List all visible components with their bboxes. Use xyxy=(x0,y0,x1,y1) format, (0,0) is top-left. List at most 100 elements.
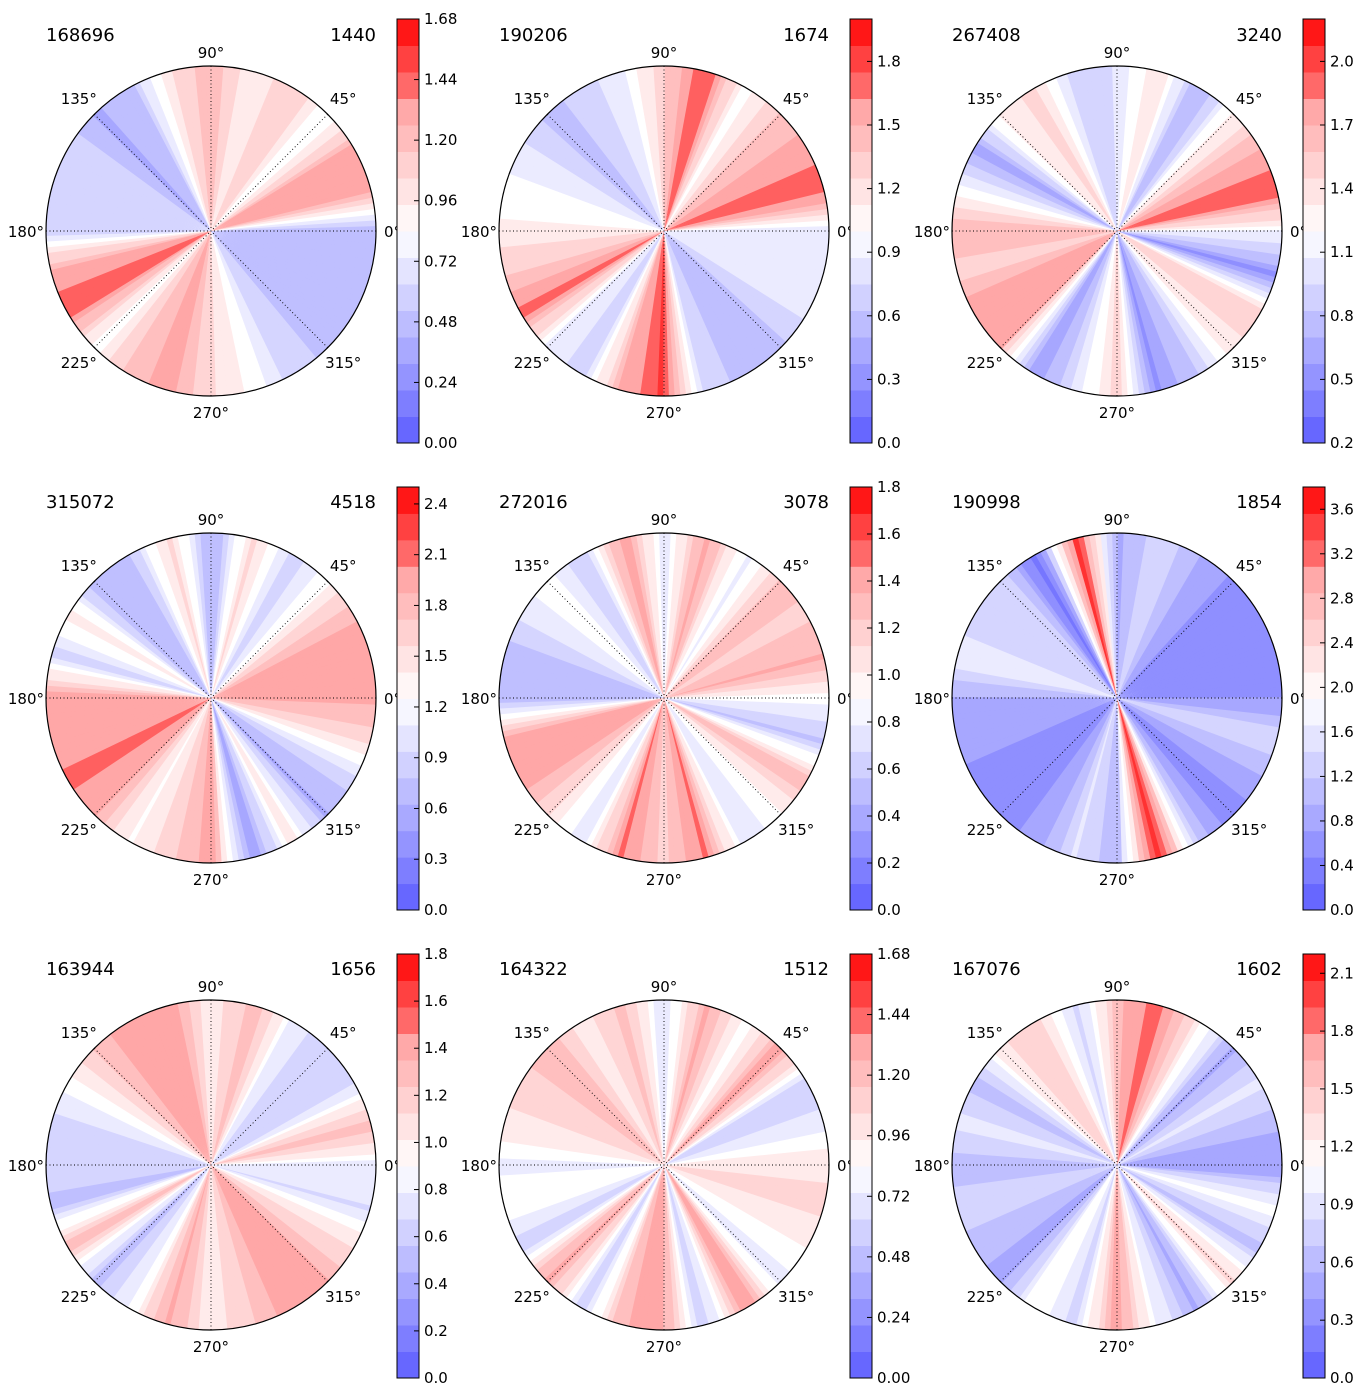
heatmap-wedge xyxy=(664,698,778,829)
colorbar-band xyxy=(850,98,872,126)
heatmap-wedge xyxy=(211,97,321,231)
heatmap-wedge xyxy=(664,557,765,698)
heatmap-wedge xyxy=(957,166,1117,231)
heatmap-wedge xyxy=(1117,1015,1203,1165)
heatmap-wedge xyxy=(499,650,664,698)
heatmap-wedge xyxy=(664,698,827,752)
heatmap-wedge xyxy=(1117,1165,1278,1224)
colorbar-tick-label: 0.24 xyxy=(877,1308,910,1326)
colorbar-tick-label: 1.0 xyxy=(424,1133,448,1151)
heatmap-wedge xyxy=(73,593,211,698)
heatmap-wedge xyxy=(526,1165,664,1270)
heatmap-wedge xyxy=(1016,1024,1117,1165)
heatmap-wedge xyxy=(211,1000,242,1165)
colorbar-band xyxy=(1303,1060,1325,1087)
polar-heatmap xyxy=(499,533,829,863)
angle-tick-label: 90° xyxy=(1104,978,1131,996)
heatmap-wedge xyxy=(1117,231,1282,279)
heatmap-wedge xyxy=(146,231,211,391)
heatmap-wedge xyxy=(664,1000,683,1165)
heatmap-wedge xyxy=(211,543,286,698)
colorbar-band xyxy=(850,592,872,620)
heatmap-wedge xyxy=(664,533,683,698)
heatmap-wedge xyxy=(1117,567,1231,698)
heatmap-wedge xyxy=(157,1165,211,1328)
colorbar-band xyxy=(1303,284,1325,311)
colorbar-band xyxy=(397,566,419,594)
colorbar-tick-label: 1.20 xyxy=(877,1066,910,1084)
heatmap-wedge xyxy=(125,698,211,848)
heatmap-wedge xyxy=(1117,698,1244,817)
angular-gridlines xyxy=(46,533,376,863)
colorbar-tick-label: 0.6 xyxy=(424,1228,448,1246)
angular-gridlines xyxy=(952,1000,1282,1330)
heatmap-wedge xyxy=(210,1000,218,1165)
heatmap-wedge xyxy=(664,697,829,705)
heatmap-wedge xyxy=(664,698,817,779)
colorbar-band xyxy=(1303,1245,1325,1273)
heatmap-wedge xyxy=(1117,231,1258,332)
heatmap-wedge xyxy=(967,698,1117,784)
heatmap-wedge xyxy=(514,1165,664,1251)
heatmap-wedge xyxy=(1117,1034,1231,1165)
heatmap-wedge xyxy=(180,698,211,863)
heatmap-wedge xyxy=(526,698,664,803)
heatmap-wedge xyxy=(211,1000,230,1165)
heatmap-wedge xyxy=(211,533,247,698)
heatmap-wedge xyxy=(1117,71,1182,231)
colorbar-band xyxy=(1303,151,1325,179)
colorbar-band xyxy=(850,883,872,911)
gridline xyxy=(547,114,781,348)
heatmap-wedge xyxy=(58,1084,211,1165)
heatmap-wedge xyxy=(141,698,211,856)
heatmap-wedge xyxy=(504,1100,664,1165)
angle-tick-label: 315° xyxy=(1231,821,1267,839)
heatmap-wedge xyxy=(511,1084,664,1165)
heatmap-wedge xyxy=(46,189,211,231)
heatmap-wedge xyxy=(664,121,798,231)
heatmap-wedge xyxy=(962,156,1117,231)
heatmap-wedge xyxy=(125,1015,211,1165)
heatmap-wedge xyxy=(664,1046,791,1165)
angle-tick-label: 45° xyxy=(330,1024,357,1042)
heatmap-wedge xyxy=(211,597,352,698)
heatmap-wedge xyxy=(990,1046,1117,1165)
heatmap-wedge xyxy=(73,1060,211,1165)
heatmap-wedge xyxy=(664,66,700,231)
heatmap-wedge xyxy=(1117,112,1244,231)
heatmap-wedge xyxy=(599,1165,664,1325)
colorbar-band xyxy=(397,672,419,699)
heatmap-wedge xyxy=(169,231,211,396)
colorbar-band xyxy=(1303,390,1325,417)
angle-tick-label: 180° xyxy=(8,223,44,241)
heatmap-wedge xyxy=(1117,121,1251,231)
heatmap-wedge xyxy=(211,567,325,698)
heatmap-wedge xyxy=(61,1165,212,1251)
heatmap-wedge xyxy=(211,1165,376,1196)
polar-heatmap xyxy=(499,66,829,396)
heatmap-wedge xyxy=(211,231,376,262)
heatmap-wedge xyxy=(1117,1000,1153,1165)
heatmap-wedge xyxy=(211,231,316,369)
heatmap-wedge xyxy=(517,231,664,322)
heatmap-wedge xyxy=(967,1079,1117,1165)
heatmap-wedge xyxy=(664,698,760,842)
heatmap-wedge xyxy=(84,231,211,350)
gridline xyxy=(1000,1048,1234,1282)
colorbar-band xyxy=(397,592,419,620)
heatmap-wedge xyxy=(1047,1165,1117,1323)
panel-title-right: 1674 xyxy=(783,25,829,46)
angular-gridlines xyxy=(952,66,1282,396)
colorbar-frame xyxy=(1302,18,1326,444)
heatmap-wedge xyxy=(211,231,355,327)
colorbar: 0.00 0.24 0.48 0.72 0.96 1.20 1.44 1.68 xyxy=(396,10,457,452)
heatmap-wedge xyxy=(499,1117,664,1165)
colorbar-tick-label: 2.0 xyxy=(1330,678,1354,696)
heatmap-wedge xyxy=(70,130,212,231)
colorbar-tick-label: 1.2 xyxy=(877,180,901,198)
heatmap-wedge xyxy=(1117,698,1208,845)
heatmap-wedge xyxy=(983,121,1117,231)
gridline xyxy=(94,581,328,815)
gridline xyxy=(547,1048,781,1282)
heatmap-wedge xyxy=(983,231,1117,341)
